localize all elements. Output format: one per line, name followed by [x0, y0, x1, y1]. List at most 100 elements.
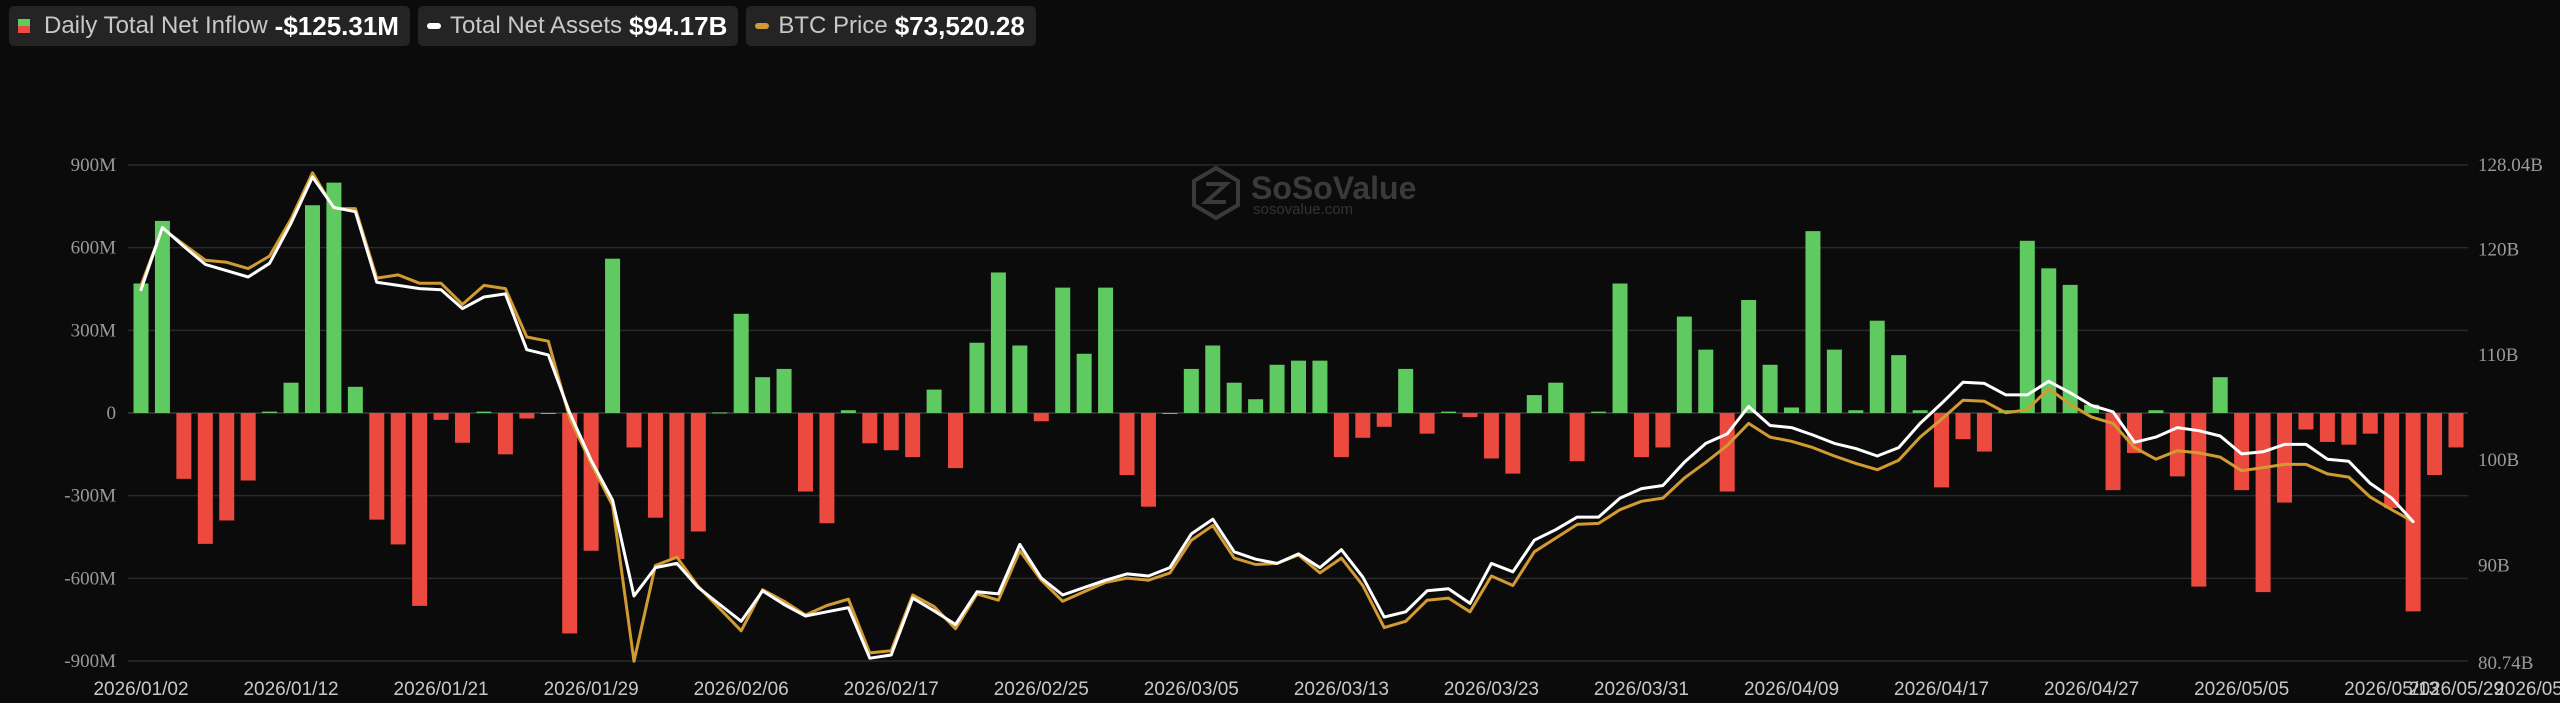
inflow-bar: [1269, 364, 1285, 413]
inflow-bar: [1183, 368, 1199, 413]
inflow-bar: [1376, 413, 1392, 427]
inflow-bar: [1140, 413, 1156, 507]
inflow-bar: [1162, 413, 1178, 414]
inflow-bar: [1955, 413, 1971, 440]
legend-assets[interactable]: Total Net Assets $94.17B: [417, 6, 739, 46]
inflow-bar: [1226, 382, 1242, 413]
inflow-bar: [776, 368, 792, 413]
x-tick-label: 2026/04/27: [2044, 679, 2139, 700]
inflow-bar: [562, 413, 578, 634]
inflow-bar: [712, 412, 728, 414]
x-tick-label: 2026/02/25: [994, 679, 1089, 700]
btc-price-line: [139, 171, 2415, 663]
sosovalue-logo-icon: [1192, 165, 1240, 221]
right-axis: 128.04B 120B 110B 100B 90B 80.74B: [2478, 155, 2543, 674]
inflow-swatch-icon: [18, 19, 30, 33]
inflow-bar: [647, 413, 663, 518]
inflow-bar: [1934, 413, 1950, 488]
inflow-bar: [497, 413, 513, 455]
x-tick-label: 2026/01/21: [394, 679, 489, 700]
inflow-bar: [455, 413, 471, 443]
x-tick-label: 2026/02/06: [694, 679, 789, 700]
inflow-bar: [2384, 413, 2400, 509]
inflow-bar: [433, 413, 449, 420]
inflow-bar: [2191, 413, 2207, 587]
inflow-bar: [1569, 413, 1585, 462]
inflow-bar: [1719, 413, 1735, 492]
x-tick-label: 2026/03/23: [1444, 679, 1539, 700]
x-tick-label: 2026/05/21: [2494, 679, 2560, 700]
inflow-bar: [1869, 320, 1885, 413]
inflow-bar: [2298, 413, 2314, 430]
inflow-bar: [2084, 404, 2100, 413]
left-tick-label: -300M: [64, 486, 116, 507]
inflow-bar: [1976, 413, 1992, 452]
inflow-bar: [969, 342, 985, 413]
inflow-bar: [605, 258, 621, 413]
inflow-bar: [1784, 407, 1800, 413]
inflow-bar: [1633, 413, 1649, 458]
legend-inflow[interactable]: Daily Total Net Inflow -$125.31M: [9, 6, 410, 46]
inflow-bar: [2212, 377, 2228, 413]
inflow-bar: [133, 283, 149, 413]
inflow-bar: [2062, 284, 2078, 413]
inflow-bar: [948, 413, 964, 469]
legend-btc-value: $73,520.28: [894, 10, 1025, 41]
inflow-bar: [2448, 413, 2464, 448]
inflow-bar: [304, 205, 320, 413]
inflow-bar: [2041, 268, 2057, 413]
inflow-bar: [219, 413, 235, 521]
inflow-bar: [862, 413, 878, 444]
inflow-bar: [1076, 353, 1092, 413]
inflow-bar: [1676, 316, 1692, 413]
right-tick-label: 80.74B: [2478, 653, 2533, 674]
assets-line-swatch-icon: [426, 23, 441, 29]
inflow-bar: [626, 413, 642, 448]
right-tick-label: 128.04B: [2478, 155, 2543, 176]
inflow-bar: [840, 410, 856, 413]
inflow-bar: [1912, 410, 1928, 413]
legend-btc[interactable]: BTC Price $73,520.28: [746, 6, 1036, 46]
inflow-bar: [2105, 413, 2121, 491]
inflow-bar: [1012, 345, 1028, 413]
inflow-bar: [176, 413, 192, 479]
inflow-bar: [283, 382, 299, 413]
inflow-bar: [1205, 345, 1221, 413]
inflow-bar: [2341, 413, 2357, 445]
inflow-bar: [2255, 413, 2271, 593]
inflow-bar: [1098, 287, 1114, 413]
inflow-bar: [1333, 413, 1349, 458]
legend-assets-value: $94.17B: [629, 10, 728, 41]
inflow-bar: [1355, 413, 1371, 438]
legend-inflow-label: Daily Total Net Inflow: [44, 12, 268, 39]
left-axis: 900M 600M 300M 0 -300M -600M -900M: [64, 155, 116, 672]
total-net-assets-line: [139, 175, 2415, 660]
inflow-bar: [240, 413, 256, 481]
inflow-bar: [519, 413, 535, 419]
x-tick-label: 2026/04/17: [1894, 679, 1989, 700]
inflow-bar: [1119, 413, 1135, 475]
inflow-bar: [1548, 382, 1564, 413]
inflow-bar: [755, 377, 771, 413]
legend-btc-label: BTC Price: [778, 12, 888, 39]
inflow-bars: [133, 182, 2464, 634]
x-tick-label: 2026/03/31: [1594, 679, 1689, 700]
x-tick-label: 2026/05/13: [2344, 679, 2439, 700]
left-tick-label: -600M: [64, 568, 116, 589]
inflow-bar: [2148, 410, 2164, 413]
inflow-bar: [2319, 413, 2335, 442]
x-axis: 2026/01/02 2026/01/12 2026/01/21 2026/01/29…: [93, 679, 2560, 700]
x-tick-label: 2026/03/13: [1294, 679, 1389, 700]
inflow-bar: [1741, 300, 1757, 413]
inflow-bar: [1505, 413, 1521, 474]
inflow-bar: [1526, 395, 1542, 413]
inflow-bar: [819, 413, 835, 524]
inflow-bar: [1462, 413, 1478, 418]
inflow-bar: [1291, 360, 1306, 413]
inflow-bar: [905, 413, 921, 458]
inflow-bar: [1805, 231, 1821, 413]
inflow-bar: [1483, 413, 1499, 459]
legend-assets-label: Total Net Assets: [449, 12, 623, 39]
inflow-bar: [883, 413, 899, 451]
